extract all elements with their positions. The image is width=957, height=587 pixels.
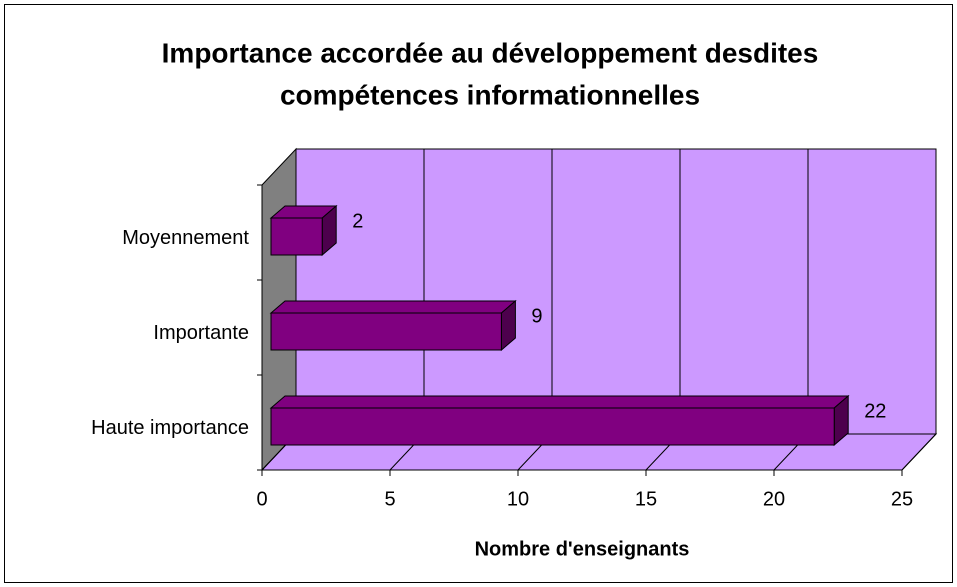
data-label: 9 [531, 305, 542, 327]
x-tick-label: 15 [635, 488, 657, 510]
x-axis-label: Nombre d'enseignants [475, 538, 690, 560]
back-wall [295, 148, 937, 435]
y-tick-label: Haute importance [91, 417, 249, 439]
x-tick-label: 10 [507, 488, 529, 510]
bar-top [269, 300, 517, 314]
data-label: 2 [352, 210, 363, 232]
data-label: 22 [864, 400, 886, 422]
x-tick-label: 0 [256, 488, 267, 510]
x-tick-label: 20 [763, 488, 785, 510]
x-tick-label: 25 [891, 488, 913, 510]
x-tick-label: 5 [384, 488, 395, 510]
chart-title: Importance accordée au développement des… [162, 37, 819, 68]
floor-grid-line [901, 433, 937, 471]
bar [270, 312, 502, 351]
bar-top [269, 395, 850, 409]
bar [270, 217, 323, 256]
bar [270, 407, 835, 446]
chart-title: compétences informationnelles [280, 79, 700, 110]
y-tick-label: Moyennement [122, 227, 249, 249]
y-tick-label: Importante [153, 322, 249, 344]
